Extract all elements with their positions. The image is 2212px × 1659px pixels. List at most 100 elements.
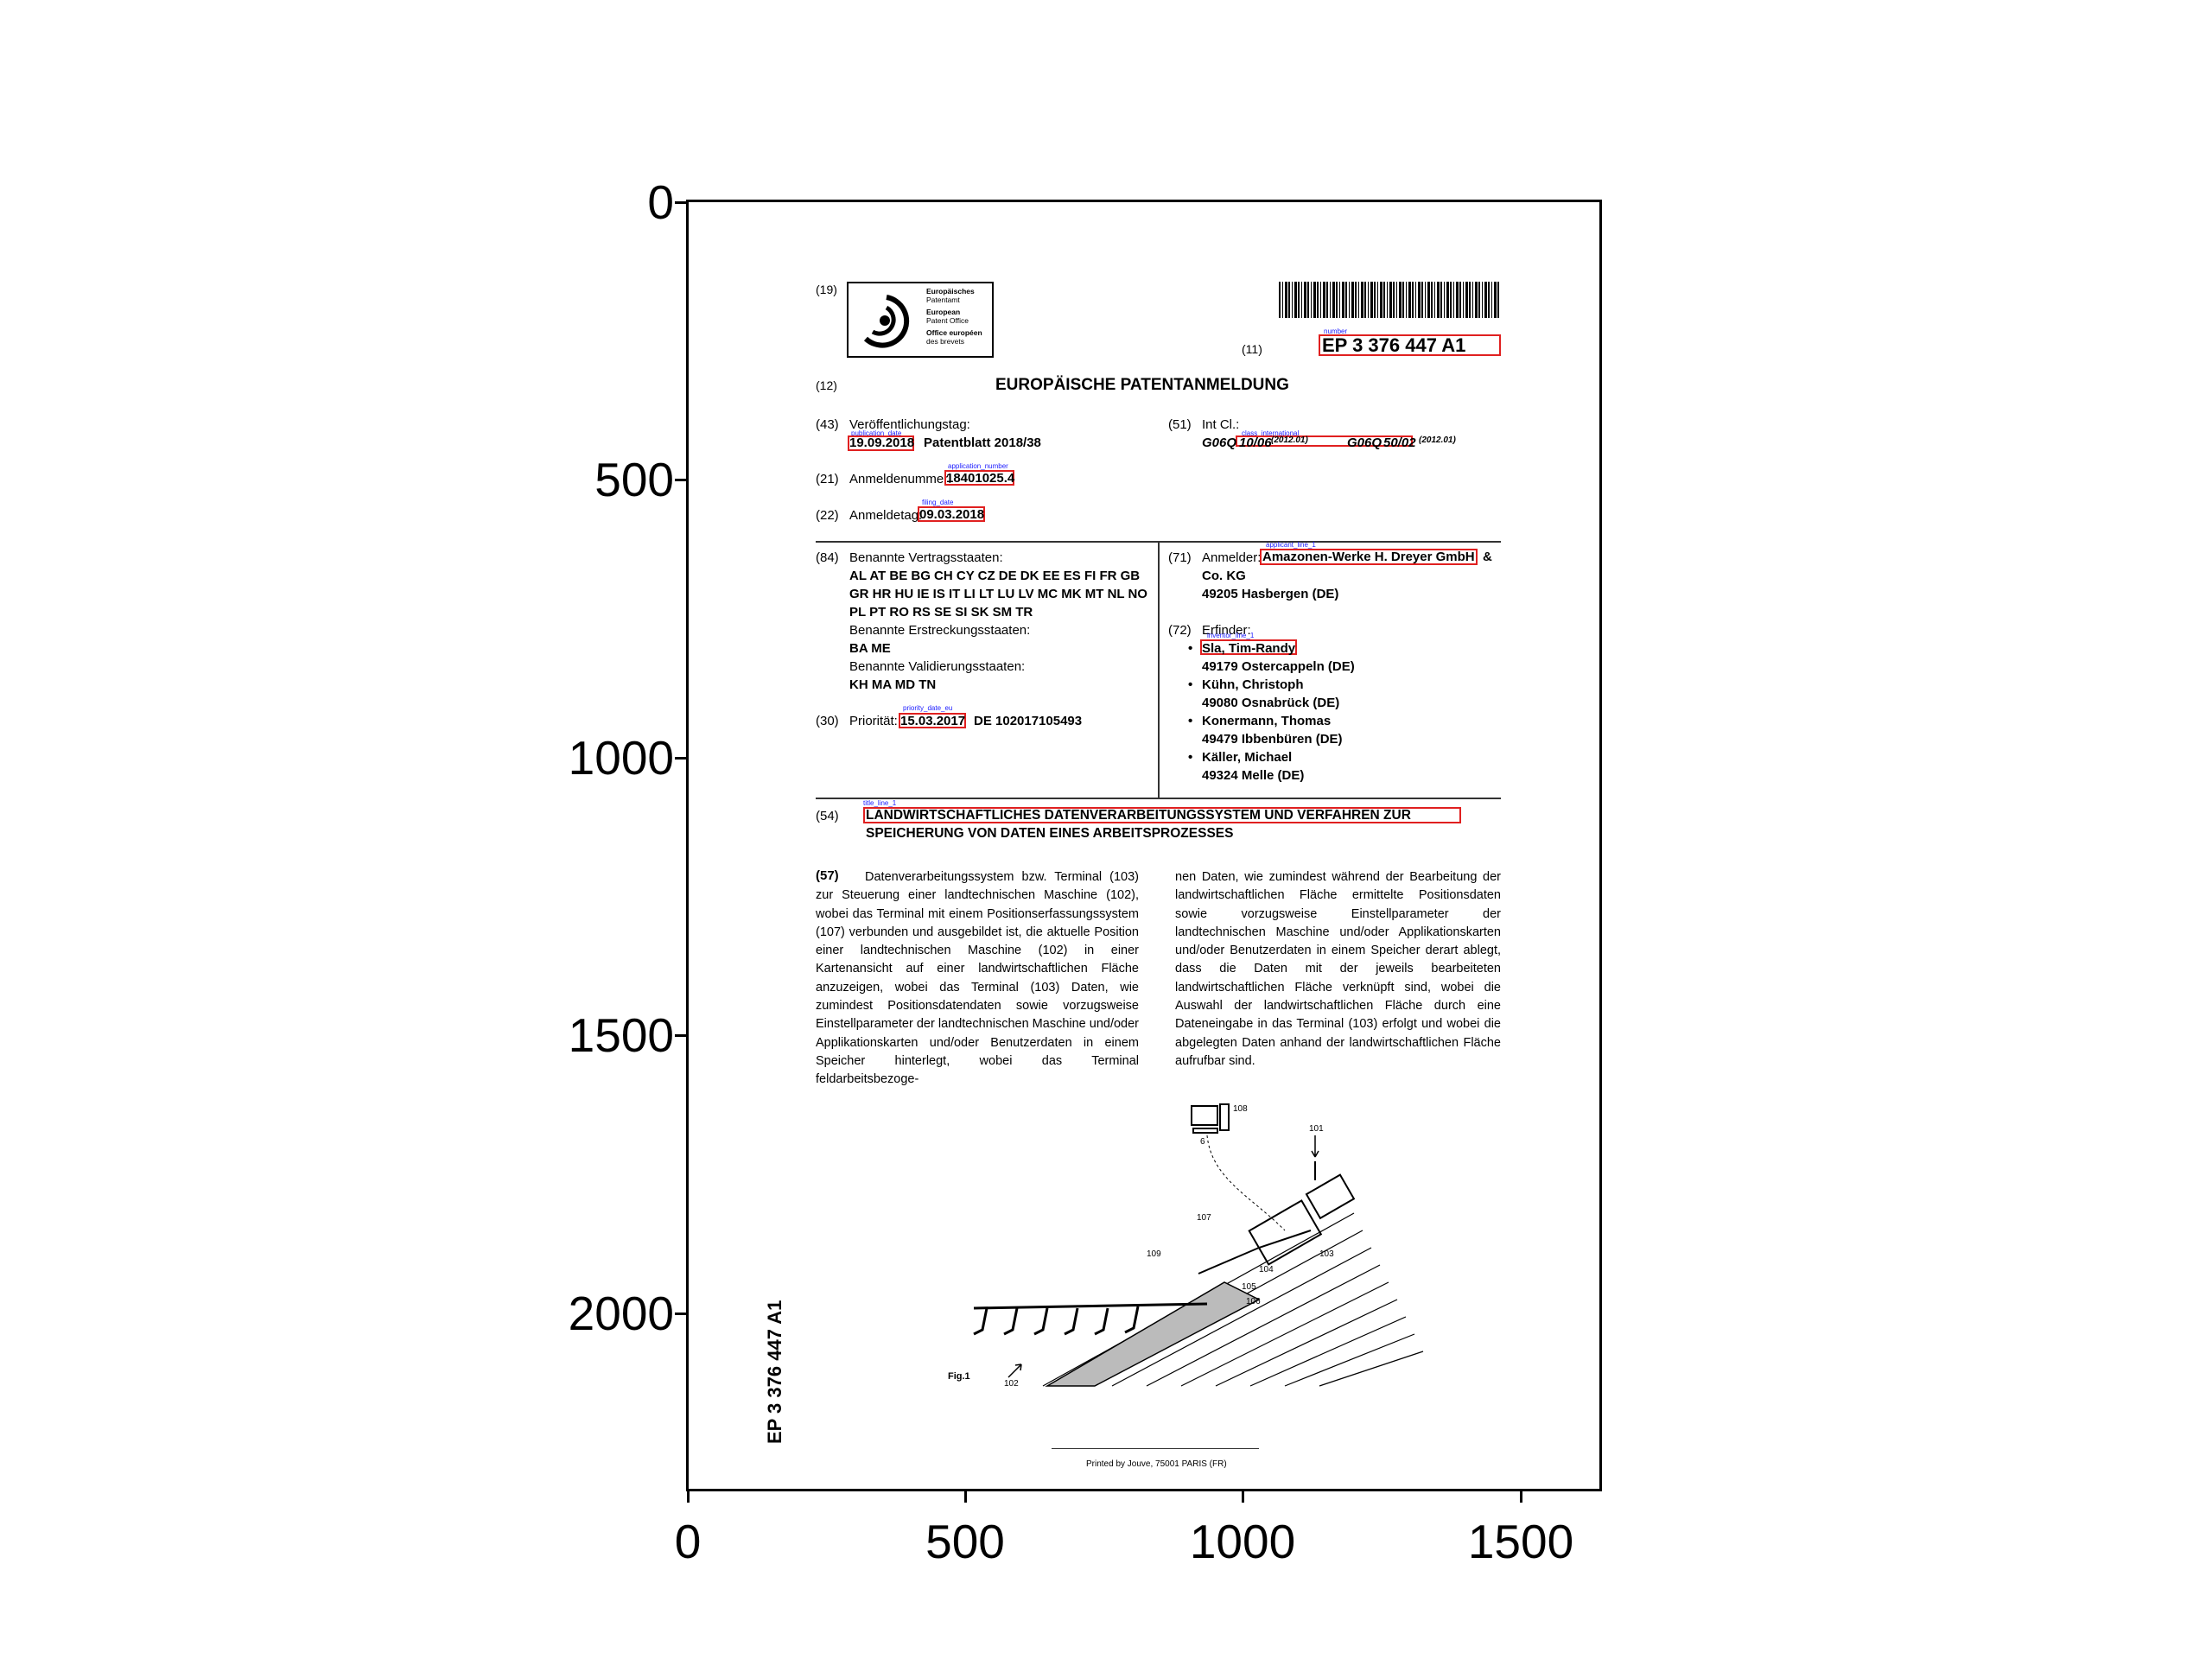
office-line: Europäisches bbox=[926, 287, 982, 296]
extension-states-label: Benannte Erstreckungsstaaten: bbox=[849, 623, 1030, 639]
inventor-name: Konermann, Thomas bbox=[1202, 714, 1331, 729]
application-number-label: Anmeldenummer: bbox=[849, 472, 951, 487]
x-tick-mark bbox=[1520, 1491, 1522, 1503]
extension-states: BA ME bbox=[849, 641, 891, 657]
figure-label: 106 bbox=[1246, 1297, 1261, 1306]
figure-label: 108 bbox=[1233, 1104, 1248, 1114]
inventor-address: 49479 Ibbenbüren (DE) bbox=[1202, 732, 1343, 747]
bullet-icon: • bbox=[1188, 750, 1192, 766]
inventor-address: 49179 Ostercappeln (DE) bbox=[1202, 659, 1355, 675]
priority-date: 15.03.2017 bbox=[900, 714, 965, 729]
epo-office-names: Europäisches Patentamt European Patent O… bbox=[926, 287, 982, 346]
patent-page: (19) Europäisches Patentamt European Pat… bbox=[689, 202, 1599, 1489]
footer-rule bbox=[1052, 1448, 1259, 1449]
x-tick-label: 1000 bbox=[1190, 1518, 1295, 1566]
figure-label: 107 bbox=[1197, 1213, 1211, 1223]
divider-bottom bbox=[816, 798, 1501, 799]
y-tick-label: 1500 bbox=[569, 1012, 674, 1059]
figure-label: 105 bbox=[1242, 1282, 1256, 1292]
annotation-tag: applicant_line_1 bbox=[1266, 541, 1316, 549]
annotation-tag: title_line_1 bbox=[863, 799, 896, 807]
classification-1-year: (2012.01) bbox=[1271, 433, 1308, 448]
states-label: Benannte Vertragsstaaten: bbox=[849, 550, 1003, 566]
annotation-tag: inventor_line_1 bbox=[1207, 632, 1254, 639]
inid-code-43: (43) bbox=[816, 417, 839, 433]
inid-code-72: (72) bbox=[1168, 623, 1192, 639]
validation-states-label: Benannte Validierungsstaaten: bbox=[849, 659, 1025, 675]
filing-date-label: Anmeldetag: bbox=[849, 508, 922, 524]
figure-label: 102 bbox=[1004, 1379, 1019, 1389]
inid-code-71: (71) bbox=[1168, 550, 1192, 566]
applicant-line-2: Co. KG bbox=[1202, 569, 1246, 584]
applicant-line-3: 49205 Hasbergen (DE) bbox=[1202, 587, 1338, 602]
applicant-line-1: Amazonen-Werke H. Dreyer GmbH bbox=[1262, 550, 1475, 565]
office-line: des brevets bbox=[926, 337, 982, 346]
inid-code-22: (22) bbox=[816, 508, 839, 524]
y-tick-label: 1000 bbox=[569, 734, 674, 782]
printer-note: Printed by Jouve, 75001 PARIS (FR) bbox=[1086, 1457, 1227, 1472]
applicant-label: Anmelder: bbox=[1202, 550, 1261, 566]
title-line-1: LANDWIRTSCHAFTLICHES DATENVERARBEITUNGSS… bbox=[866, 808, 1411, 823]
y-tick-mark bbox=[675, 201, 686, 204]
office-line: Patent Office bbox=[926, 316, 982, 325]
publication-date: 19.09.2018 bbox=[849, 435, 914, 451]
epo-logo: Europäisches Patentamt European Patent O… bbox=[847, 282, 994, 358]
publication-number: EP 3 376 447 A1 bbox=[1322, 335, 1465, 356]
y-tick-mark bbox=[675, 757, 686, 760]
abstract-text: nen Daten, wie zumindest während der Bea… bbox=[1175, 870, 1501, 1068]
title-line-2: SPEICHERUNG VON DATEN EINES ARBEITSPROZE… bbox=[866, 826, 1233, 842]
figure-label: 104 bbox=[1259, 1265, 1274, 1274]
inid-code-12: (12) bbox=[816, 378, 837, 393]
inventor-name: Sla, Tim-Randy bbox=[1202, 641, 1295, 657]
filing-date: 09.03.2018 bbox=[919, 507, 984, 523]
figure-label: 109 bbox=[1147, 1249, 1161, 1259]
x-tick-mark bbox=[964, 1491, 967, 1503]
figure-caption: Fig.1 bbox=[948, 1371, 970, 1382]
office-line: Patentamt bbox=[926, 296, 982, 304]
annotation-tag: priority_date_eu bbox=[903, 704, 952, 712]
classification-1-b: 10/06 bbox=[1239, 435, 1272, 451]
y-tick-label: 0 bbox=[647, 179, 674, 226]
inid-code-54: (54) bbox=[816, 809, 839, 824]
y-tick-label: 500 bbox=[594, 456, 674, 504]
document-axes: (19) Europäisches Patentamt European Pat… bbox=[686, 200, 1602, 1491]
states-line-1: AL AT BE BG CH CY CZ DE DK EE ES FI FR G… bbox=[849, 569, 1140, 584]
figure-label: 6 bbox=[1200, 1137, 1205, 1147]
x-tick-label: 1500 bbox=[1468, 1518, 1573, 1566]
document-type: EUROPÄISCHE PATENTANMELDUNG bbox=[995, 376, 1289, 395]
x-tick-mark bbox=[1242, 1491, 1244, 1503]
inid-code-21: (21) bbox=[816, 472, 839, 487]
states-line-3: PL PT RO RS SE SI SK SM TR bbox=[849, 605, 1033, 620]
inventor-name: Käller, Michael bbox=[1202, 750, 1292, 766]
bullet-icon: • bbox=[1188, 641, 1192, 657]
classification-2-b: 50/02 bbox=[1383, 435, 1416, 451]
application-number: 18401025.4 bbox=[946, 471, 1014, 486]
inid-code-11: (11) bbox=[1242, 341, 1262, 357]
inid-code-19: (19) bbox=[816, 282, 837, 297]
office-line: European bbox=[926, 308, 982, 316]
x-tick-mark bbox=[687, 1491, 690, 1503]
inventor-name: Kühn, Christoph bbox=[1202, 677, 1303, 693]
cultivated-strip bbox=[1047, 1282, 1259, 1386]
bullet-icon: • bbox=[1188, 714, 1192, 729]
abstract-column-2: nen Daten, wie zumindest während der Bea… bbox=[1175, 868, 1501, 1071]
barcode bbox=[1279, 282, 1500, 318]
side-publication-number: EP 3 376 447 A1 bbox=[765, 1300, 785, 1444]
classification-2-a: G06Q bbox=[1347, 435, 1382, 451]
annotation-tag: application_number bbox=[948, 462, 1008, 470]
arrow-101-icon bbox=[1312, 1135, 1319, 1157]
bullet-icon: • bbox=[1188, 677, 1192, 693]
inid-code-30: (30) bbox=[816, 714, 839, 729]
epo-logo-icon bbox=[854, 289, 914, 353]
applicant-ampersand: & bbox=[1483, 550, 1492, 565]
priority-label: Priorität: bbox=[849, 714, 898, 729]
classification-2-year: (2012.01) bbox=[1419, 433, 1456, 448]
int-cl-label: Int Cl.: bbox=[1202, 417, 1239, 433]
y-tick-mark bbox=[675, 1313, 686, 1315]
abstract-text: Datenverarbeitungssystem bzw. Terminal (… bbox=[816, 870, 1139, 1086]
abstract-column-1: Datenverarbeitungssystem bzw. Terminal (… bbox=[816, 868, 1139, 1090]
states-line-2: GR HR HU IE IS IT LI LT LU LV MC MK MT N… bbox=[849, 587, 1147, 602]
y-tick-mark bbox=[675, 479, 686, 481]
figure-label: 101 bbox=[1309, 1124, 1324, 1134]
figure-label: 103 bbox=[1319, 1249, 1334, 1259]
